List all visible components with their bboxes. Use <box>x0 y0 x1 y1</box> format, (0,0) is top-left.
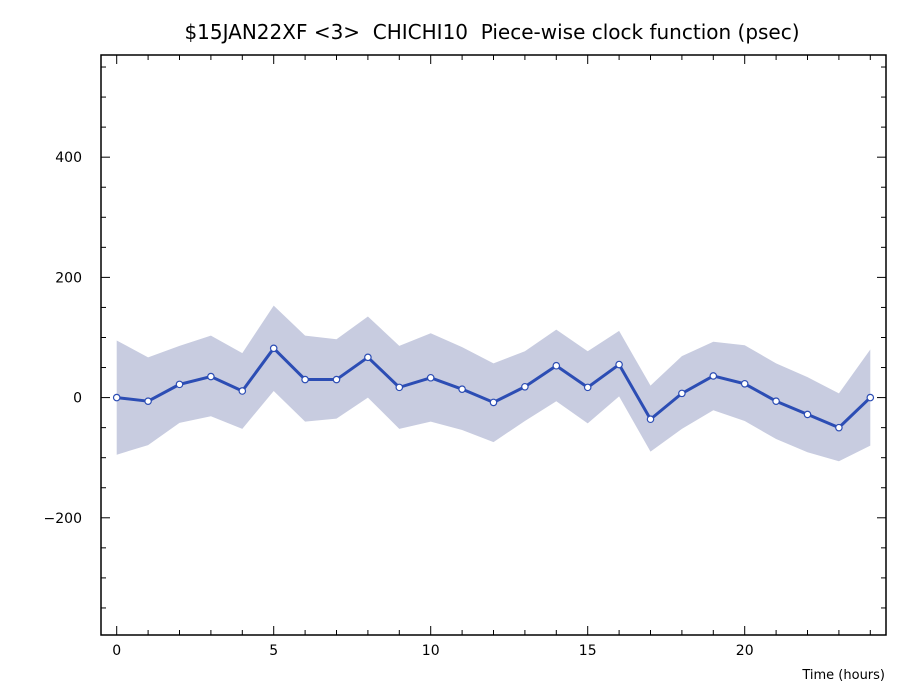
data-point <box>709 372 718 380</box>
x-tick-label: 5 <box>269 643 278 659</box>
data-point <box>489 398 498 407</box>
data-point <box>583 383 592 392</box>
data-point <box>552 361 561 370</box>
data-point <box>646 415 655 424</box>
data-point <box>112 393 121 402</box>
data-point <box>332 375 341 384</box>
data-point <box>207 372 215 381</box>
data-point <box>426 373 435 382</box>
y-tick-label: 400 <box>55 150 82 166</box>
chart-title: $15JAN22XF <3> CHICHI10 Piece-wise clock… <box>184 20 799 44</box>
data-point <box>144 397 152 405</box>
x-tick-label: 10 <box>422 643 440 659</box>
x-tick-label: 15 <box>579 643 597 659</box>
data-point <box>175 380 184 389</box>
data-point <box>835 423 843 432</box>
axis-ticks <box>101 55 886 635</box>
data-point <box>269 344 278 353</box>
data-point <box>301 375 309 384</box>
uncertainty-band <box>116 305 871 462</box>
x-tick-label: 20 <box>736 643 754 659</box>
data-point <box>866 393 875 402</box>
data-point <box>395 383 404 392</box>
data-point <box>238 387 247 395</box>
data-point-layer <box>112 344 875 432</box>
data-point <box>615 360 623 369</box>
data-point <box>521 382 529 391</box>
uncertainty-band-layer <box>116 305 871 462</box>
x-tick-labels: 0 5 10 15 20 <box>112 643 753 659</box>
y-tick-label: 200 <box>55 270 82 286</box>
y-tick-labels: −200 0 200 400 <box>44 150 82 527</box>
data-point <box>458 385 466 393</box>
x-axis-label: Time (hours) <box>801 668 885 683</box>
data-point <box>678 389 686 398</box>
data-point <box>803 410 812 419</box>
y-tick-label: 0 <box>73 391 82 407</box>
x-tick-label: 0 <box>112 643 121 659</box>
data-point <box>772 397 780 405</box>
y-tick-label: −200 <box>44 511 82 527</box>
data-point <box>364 353 372 362</box>
data-point <box>740 379 749 388</box>
